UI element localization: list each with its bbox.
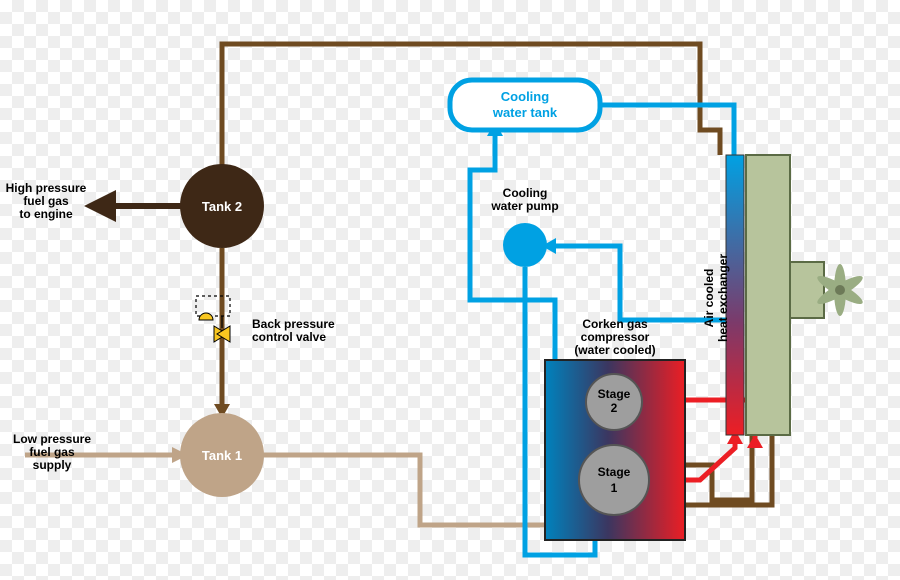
svg-text:water pump: water pump: [490, 199, 558, 213]
svg-text:to engine: to engine: [19, 207, 73, 221]
arrow-hp-engine: [84, 190, 116, 222]
svg-text:heat exchanger: heat exchanger: [716, 254, 730, 342]
cooling-water-pump: [503, 223, 547, 267]
bpcv: [196, 296, 230, 342]
svg-text:Low pressure: Low pressure: [13, 432, 91, 446]
svg-text:Air cooled: Air cooled: [702, 269, 716, 328]
heat-exchanger: [726, 155, 866, 435]
svg-text:fuel gas: fuel gas: [29, 445, 75, 459]
svg-text:1: 1: [611, 481, 618, 495]
svg-text:Cooling: Cooling: [503, 186, 548, 200]
svg-text:Stage: Stage: [598, 387, 631, 401]
svg-text:Cooling: Cooling: [501, 89, 549, 104]
tank2: Tank 2: [180, 164, 264, 248]
svg-text:Stage: Stage: [598, 465, 631, 479]
svg-text:(water cooled): (water cooled): [574, 343, 655, 357]
svg-text:supply: supply: [33, 458, 72, 472]
svg-text:compressor: compressor: [581, 330, 650, 344]
svg-text:Back pressure: Back pressure: [252, 317, 335, 331]
svg-text:2: 2: [611, 401, 618, 415]
tank1-label: Tank 1: [202, 448, 242, 463]
cooling-water-tank: Cooling water tank: [450, 80, 600, 130]
tank2-label: Tank 2: [202, 199, 242, 214]
svg-text:water tank: water tank: [492, 105, 558, 120]
pipe-t1-to-comp: [262, 455, 545, 525]
tank1: Tank 1: [180, 413, 264, 497]
svg-text:fuel gas: fuel gas: [23, 194, 69, 208]
arrow-red-1: [747, 434, 763, 448]
svg-text:High pressure: High pressure: [6, 181, 87, 195]
pipe-gas-hx-1: [685, 435, 752, 500]
svg-text:control valve: control valve: [252, 330, 326, 344]
compressor: Stage 2 Stage 1: [545, 360, 685, 540]
svg-text:Corken gas: Corken gas: [582, 317, 648, 331]
